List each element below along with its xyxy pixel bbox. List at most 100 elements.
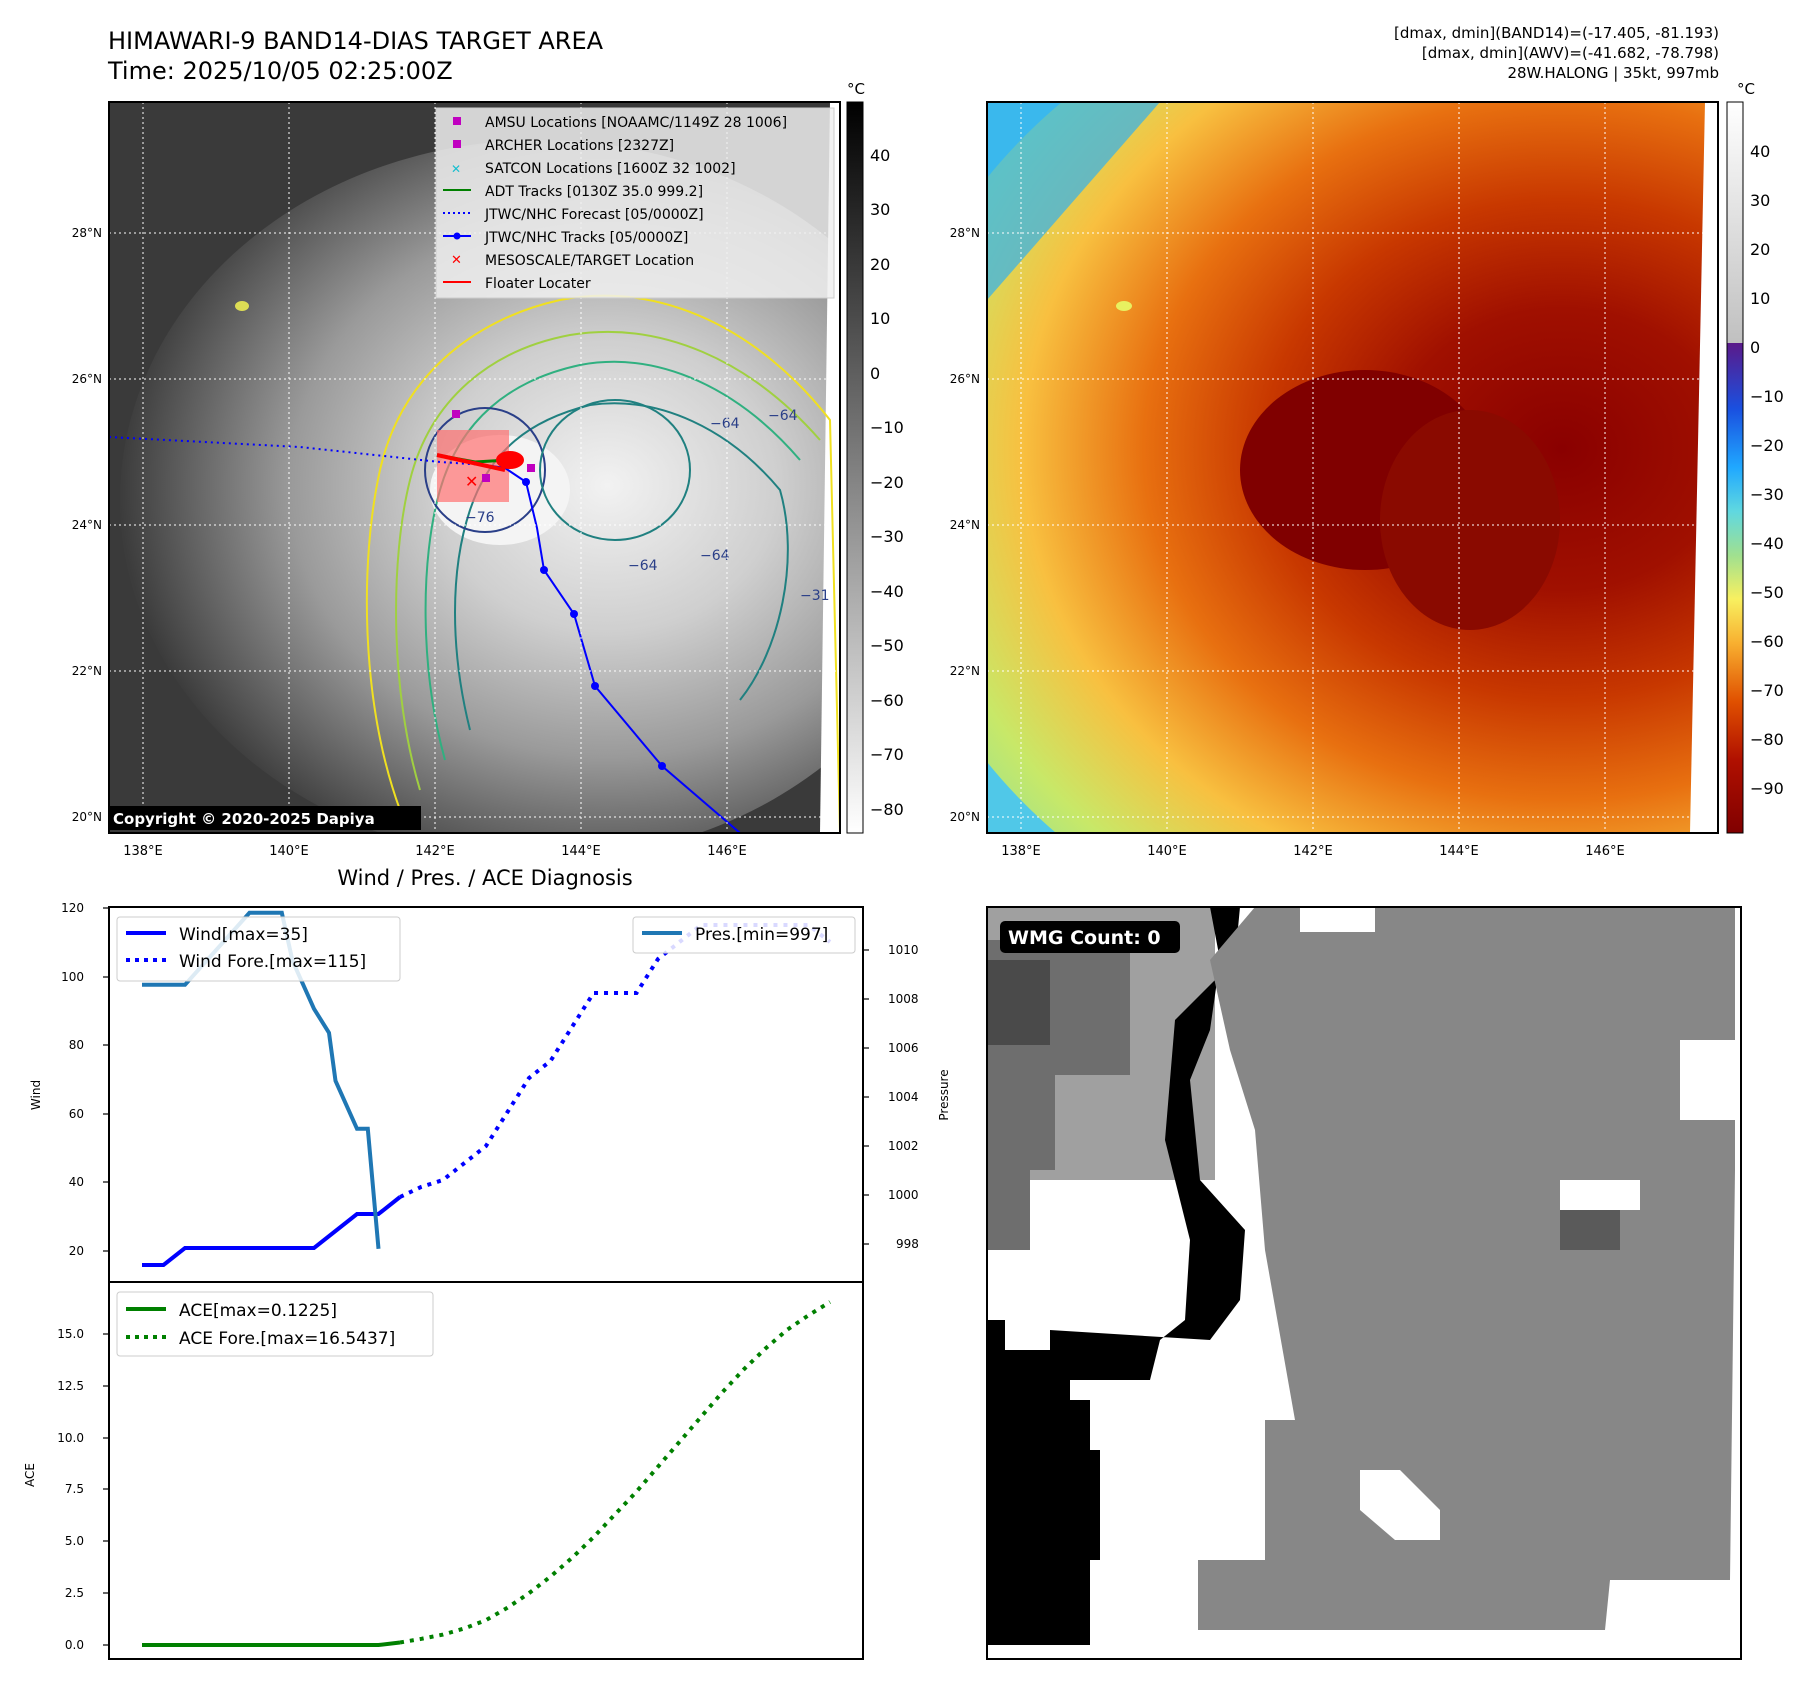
lon-label: 142°E: [1293, 844, 1333, 859]
ace-tick: 0.0: [65, 1638, 84, 1652]
info-awv-range: [dmax, dmin](AWV)=(-41.682, -78.798): [1421, 44, 1719, 62]
colorbar-tick: −30: [1750, 485, 1784, 504]
colorbar-tick: 40: [870, 146, 890, 165]
colorbar-tick: −80: [870, 800, 904, 819]
ace-tick: 7.5: [65, 1482, 84, 1496]
pressure-axis-label: Pressure: [937, 1069, 951, 1120]
lat-label: 24°N: [950, 518, 980, 532]
colorbar-tick: 0: [870, 364, 880, 383]
colorbar-tick: −80: [1750, 730, 1784, 749]
lat-label: 22°N: [72, 664, 102, 678]
wind-axis-ticks: 120 100 80 60 40 20: [61, 901, 84, 1258]
pressure-tick: 1004: [888, 1090, 919, 1104]
lon-label: 146°E: [707, 844, 747, 859]
pressure-tick: 1006: [888, 1041, 919, 1055]
left-map-lat-labels: 28°N 26°N 24°N 22°N 20°N: [72, 226, 102, 824]
ace-tick: 12.5: [57, 1379, 84, 1393]
lon-label: 142°E: [415, 844, 455, 859]
map-gridlines: [987, 102, 1718, 833]
pressure-axis-ticks: 1010 1008 1006 1004 1002 1000 998: [888, 943, 919, 1251]
lat-label: 20°N: [72, 810, 102, 824]
contour-label: −64: [700, 548, 730, 564]
archer-marker: [527, 464, 535, 472]
floater-blob: [496, 451, 524, 469]
copyright-text: Copyright © 2020-2025 Dapiya: [113, 810, 375, 828]
ace-series-layer: [142, 1300, 832, 1647]
wind-pressure-plot: 120 100 80 60 40 20 1010 1008 1006 1004 …: [29, 901, 951, 1283]
colorbar-tick: −10: [870, 418, 904, 437]
lon-label: 140°E: [269, 844, 309, 859]
legend-x-icon: ✕: [451, 162, 461, 176]
colorbar-unit: °C: [847, 80, 865, 98]
wind-axis-label: Wind: [29, 1080, 43, 1110]
track-point: [540, 566, 548, 574]
colorbar-tick: 10: [870, 309, 890, 328]
lon-label: 144°E: [561, 844, 601, 859]
wind-tick: 20: [69, 1244, 84, 1258]
ir-color-map: [986, 101, 1719, 834]
ace-plot: 15.0 12.5 10.0 7.5 5.0 2.5 0.0 ACE ACE[m…: [23, 1281, 864, 1660]
wind-forecast-line: [399, 923, 832, 1199]
right-map-lat-labels: 28°N 26°N 24°N 22°N 20°N: [950, 226, 980, 824]
ace-tick: 2.5: [65, 1586, 84, 1600]
legend-label: ACE Fore.[max=16.5437]: [179, 1329, 395, 1349]
legend-label: AMSU Locations [NOAAMC/1149Z 28 1006]: [485, 115, 787, 131]
colorbar-tick: −50: [870, 636, 904, 655]
legend-label: Floater Locater: [485, 276, 591, 292]
best-track-points: [522, 478, 666, 770]
colorbar-tick: −60: [870, 691, 904, 710]
map-legend: ✕ ✕ AMSU Locations [NOAAMC/1149Z 28 1006…: [435, 107, 835, 299]
left-map-lon-labels: 138°E 140°E 142°E 144°E 146°E: [123, 844, 747, 859]
lon-label: 140°E: [1147, 844, 1187, 859]
colorbar-tick: −20: [870, 473, 904, 492]
contour-label: −76: [465, 510, 495, 526]
colorbar-tick: −50: [1750, 583, 1784, 602]
target-marker: ✕: [465, 472, 478, 491]
wind-tick: 100: [61, 970, 84, 984]
ace-legend: ACE[max=0.1225] ACE Fore.[max=16.5437]: [116, 1291, 434, 1357]
legend-label: Wind[max=35]: [179, 925, 308, 945]
ace-tick: 15.0: [57, 1327, 84, 1341]
figure-time: Time: 2025/10/05 02:25:00Z: [108, 57, 453, 85]
forecast-track: [109, 436, 486, 466]
contour-label: −64: [768, 408, 798, 424]
legend-label: ADT Tracks [0130Z 35.0 999.2]: [485, 184, 703, 200]
colorbar-unit: °C: [1737, 80, 1755, 98]
pressure-legend: Pres.[min=997]: [632, 916, 856, 954]
lon-label: 146°E: [1585, 844, 1625, 859]
pressure-tick: 1010: [888, 943, 919, 957]
contour-label: −64: [710, 416, 740, 432]
lat-label: 26°N: [950, 372, 980, 386]
colorbar-tick: −90: [1750, 779, 1784, 798]
gray-colorbar: °C 40 30 20 10 0 −10 −20 −30 −40 −50 −60…: [846, 80, 904, 834]
lat-label: 22°N: [950, 664, 980, 678]
colorbar-tick: −70: [870, 745, 904, 764]
colorbar-tick: 40: [1750, 142, 1770, 161]
colorbar-tick: −10: [1750, 387, 1784, 406]
temperature-contours: [365, 294, 840, 833]
lat-label: 24°N: [72, 518, 102, 532]
colorbar-tick: 30: [1750, 191, 1770, 210]
ace-tick: 10.0: [57, 1431, 84, 1445]
color-colorbar: °C 40 30 20 10 0 −10 −20 −30 −40 −50 −60…: [1726, 80, 1784, 834]
ace-line: [142, 1640, 401, 1647]
wind-line: [142, 1195, 402, 1267]
lat-label: 28°N: [72, 226, 102, 240]
lat-label: 20°N: [950, 810, 980, 824]
copyright-badge: [109, 806, 421, 830]
ace-tick: 5.0: [65, 1534, 84, 1548]
contour-label: −64: [628, 558, 658, 574]
wmg-badge: [1000, 921, 1180, 953]
diag-title: Wind / Pres. / ACE Diagnosis: [337, 866, 632, 890]
ace-axis-label: ACE: [23, 1463, 37, 1487]
track-point: [658, 762, 666, 770]
ace-axis-ticks: 15.0 12.5 10.0 7.5 5.0 2.5 0.0: [57, 1327, 84, 1652]
legend-label: JTWC/NHC Forecast [05/0000Z]: [484, 207, 704, 223]
legend-square-icon: [453, 117, 461, 125]
pressure-tick: 998: [896, 1237, 919, 1251]
ace-forecast-line: [399, 1300, 832, 1645]
pressure-tick: 1002: [888, 1139, 919, 1153]
pressure-tick: 1000: [888, 1188, 919, 1202]
colorbar-tick: 20: [1750, 240, 1770, 259]
